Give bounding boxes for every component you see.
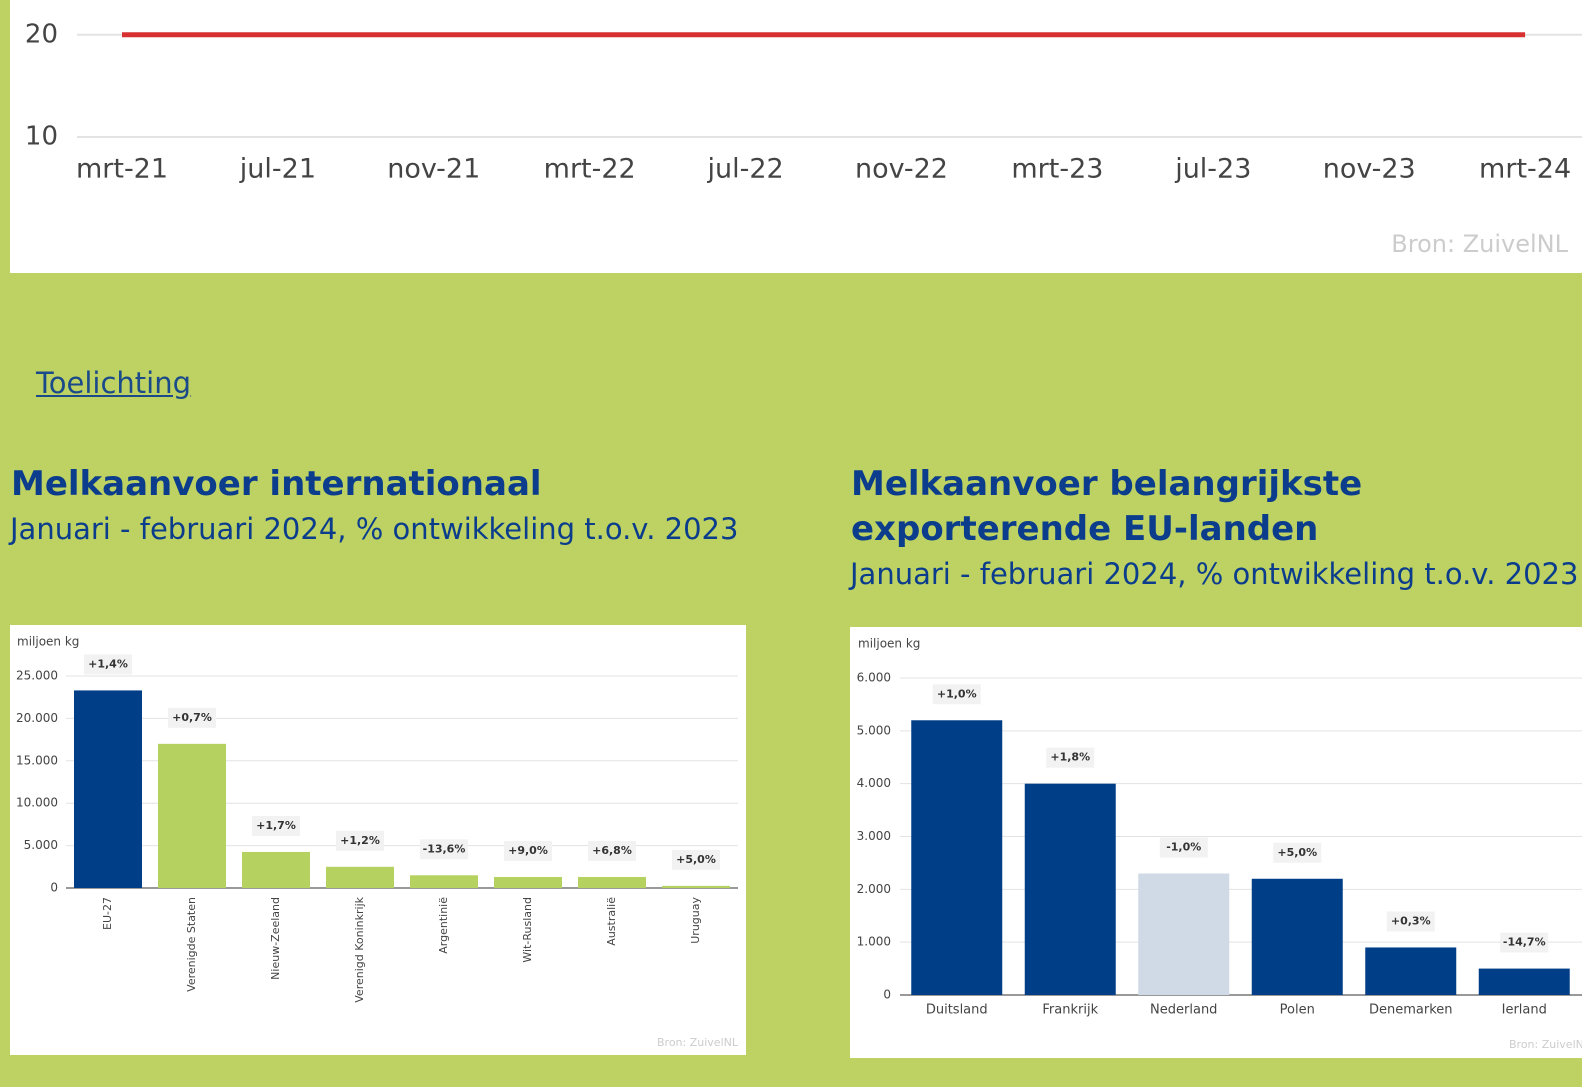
change-label-bg — [168, 707, 216, 728]
x-tick-label: nov-23 — [1323, 154, 1416, 185]
x-tick-label: nov-21 — [387, 154, 480, 185]
change-label-bg — [1046, 747, 1095, 768]
unit-label: miljoen kg — [17, 635, 79, 649]
change-label-bg — [420, 839, 468, 860]
y-tick-label: 5.000 — [857, 723, 891, 737]
x-tick-label: mrt-22 — [544, 154, 636, 185]
bar — [1365, 947, 1457, 995]
source: Bron: ZuivelNL — [1509, 1038, 1582, 1051]
unit-label: miljoen kg — [858, 637, 920, 651]
y-tick-label: 20.000 — [16, 711, 58, 725]
bar — [578, 876, 646, 888]
change-label: -14,7% — [1503, 936, 1546, 949]
link[interactable]: Toelichting — [36, 366, 192, 400]
y-tick-label: 20 — [25, 19, 58, 49]
bar-chart-panel: 0 1.000 2.000 3.000 4.000 5.000 6.000 Bron: Zui… — [850, 627, 1582, 1058]
y-tick-label: 2.000 — [857, 882, 891, 896]
change-label-bg — [336, 830, 384, 851]
change-label: -1,0% — [1166, 840, 1201, 853]
change-label: +1,7% — [256, 819, 296, 832]
bar — [662, 885, 730, 888]
x-tick-label: jul-23 — [1174, 154, 1251, 185]
change-label: +1,8% — [1050, 751, 1090, 764]
change-label-bg — [1159, 837, 1208, 858]
x-tick-label: Uruguay — [689, 897, 702, 944]
x-tick-label: Frankrijk — [1042, 1003, 1098, 1018]
bar — [410, 875, 478, 888]
y-tick-label: 3.000 — [857, 829, 891, 843]
bar-chart: 0 1.000 2.000 3.000 4.000 5.000 6.000 Bron: Zui… — [857, 637, 1582, 1051]
chart-title: Melkaanvoer internationaal — [11, 464, 542, 504]
x-tick-label: Verenigd Koninkrijk — [353, 896, 366, 1002]
source: Bron: ZuivelNL — [1391, 230, 1568, 258]
change-label-bg — [672, 849, 720, 870]
bar — [326, 866, 394, 888]
change-label: +1,2% — [340, 834, 380, 847]
change-label: +1,0% — [937, 687, 977, 700]
x-tick-label: Duitsland — [926, 1003, 988, 1018]
chart-title: Melkaanvoer belangrijkste exporterende E… — [851, 464, 1363, 549]
x-tick-label: Nieuw-Zeeland — [269, 897, 282, 980]
change-label: +9,0% — [508, 844, 548, 857]
y-tick-label: 5.000 — [24, 838, 58, 852]
bar — [74, 690, 142, 888]
change-label-bg — [1273, 842, 1322, 863]
bar-chart-panel: 0 5.000 10.000 15.000 20.000 25.000 Bron: Zuiv… — [10, 625, 746, 1055]
x-tick-label: jul-21 — [239, 154, 316, 185]
change-label: +0,3% — [1391, 914, 1431, 927]
y-tick-label: 10 — [25, 122, 58, 152]
y-tick-label: 15.000 — [16, 753, 58, 767]
y-tick-label: 0 — [50, 881, 58, 895]
x-tick-label: EU-27 — [101, 897, 114, 930]
change-label-bg — [932, 684, 981, 705]
y-tick-label: 4.000 — [857, 776, 891, 790]
change-label-bg — [504, 840, 552, 861]
y-tick-label: 6.000 — [857, 671, 891, 685]
chart-subtitle: Januari - februari 2024, % ontwikkeling … — [850, 557, 1579, 591]
bar — [1478, 968, 1570, 995]
change-label: +5,0% — [676, 853, 716, 866]
change-label-bg — [1386, 911, 1435, 932]
x-tick-label: mrt-23 — [1011, 154, 1103, 185]
x-tick-label: Wit-Rusland — [521, 897, 534, 963]
bar — [494, 876, 562, 888]
x-tick-label: Argentinië — [437, 897, 450, 954]
change-label-bg — [1500, 932, 1549, 953]
bar — [1251, 878, 1343, 995]
chart-subtitle: Januari - februari 2024, % ontwikkeling … — [10, 512, 739, 546]
bar — [911, 720, 1003, 995]
x-tick-label: Ierland — [1502, 1003, 1547, 1018]
x-tick-label: Nederland — [1150, 1003, 1217, 1018]
bar — [1024, 783, 1116, 995]
x-tick-label: Verenigde Staten — [185, 897, 198, 992]
x-tick-label: Australië — [605, 897, 618, 946]
x-tick-label: jul-22 — [706, 154, 783, 185]
change-label: +0,7% — [172, 711, 212, 724]
change-label: +6,8% — [592, 844, 632, 857]
x-tick-label: mrt-21 — [76, 154, 168, 185]
line-chart: 10 20 Bron: ZuivelNL mrt-21 jul-21 nov-21 mrt-… — [25, 19, 1582, 258]
source: Bron: ZuivelNL — [657, 1036, 739, 1049]
line-chart-panel: 10 20 Bron: ZuivelNL mrt-21 jul-21 nov-21 mrt-… — [10, 0, 1582, 273]
x-tick-label: mrt-24 — [1479, 154, 1571, 185]
y-tick-label: 0 — [883, 988, 891, 1002]
y-tick-label: 1.000 — [857, 935, 891, 949]
bar — [158, 743, 226, 888]
bar — [242, 851, 310, 888]
change-label-bg — [588, 840, 636, 861]
bar — [1138, 873, 1230, 995]
change-label-bg — [84, 654, 132, 675]
change-label-bg — [252, 815, 300, 836]
y-tick-label: 10.000 — [16, 796, 58, 810]
change-label: +1,4% — [88, 657, 128, 670]
bar-chart: 0 5.000 10.000 15.000 20.000 25.000 Bron: Zuiv… — [16, 635, 739, 1050]
x-tick-label: Polen — [1280, 1003, 1315, 1018]
change-label: -13,6% — [423, 842, 466, 855]
x-tick-label: nov-22 — [855, 154, 948, 185]
x-tick-label: Denemarken — [1369, 1003, 1453, 1018]
change-label: +5,0% — [1277, 846, 1317, 859]
y-tick-label: 25.000 — [16, 669, 58, 683]
